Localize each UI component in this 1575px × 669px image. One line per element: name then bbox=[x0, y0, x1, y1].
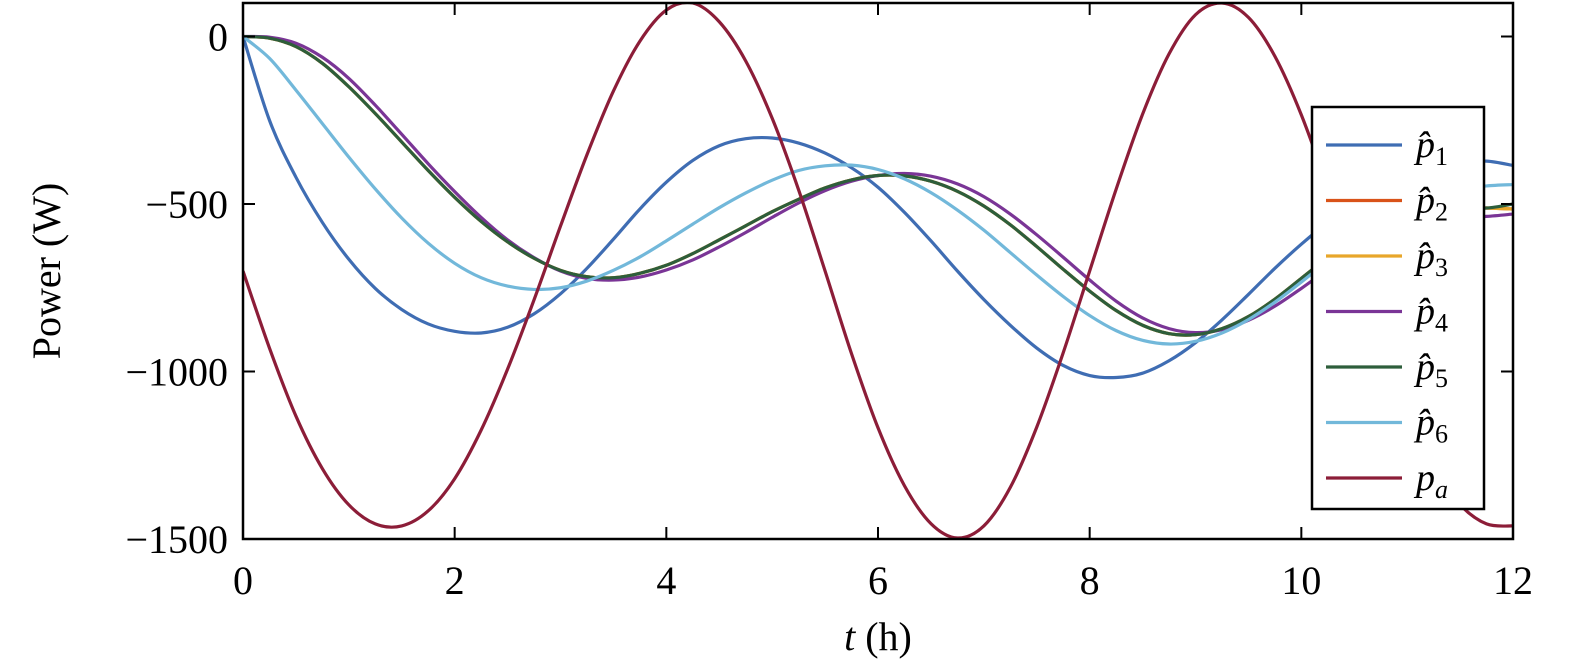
y-tick-label: −500 bbox=[145, 182, 228, 227]
legend-item: p̂6 bbox=[1326, 402, 1448, 449]
legend-label: pa bbox=[1413, 457, 1448, 504]
x-tick-label: 6 bbox=[868, 558, 888, 603]
x-tick-label: 12 bbox=[1493, 558, 1533, 603]
series-line-p-hat-6 bbox=[243, 35, 1513, 346]
y-tick-label: 0 bbox=[208, 15, 228, 60]
y-tick-label: −1500 bbox=[125, 517, 228, 562]
legend-item: pa bbox=[1326, 457, 1448, 504]
x-tick-label: 2 bbox=[445, 558, 465, 603]
legend-box bbox=[1310, 105, 1486, 511]
series-layer bbox=[243, 3, 1513, 539]
legend-item: p̂1 bbox=[1326, 124, 1448, 171]
x-axis-label: t (h) bbox=[844, 614, 912, 659]
legend-item: p̂2 bbox=[1326, 180, 1448, 227]
y-tick-label: −1000 bbox=[125, 350, 228, 395]
series-line-p-a bbox=[243, 3, 1513, 539]
legend-label: p̂2 bbox=[1413, 180, 1448, 227]
ticks-layer: 0 2 4 6 8 10 12 0 −500 −1000 −1500 bbox=[125, 3, 1533, 603]
legend-item: p̂4 bbox=[1326, 291, 1448, 338]
legend-label: p̂1 bbox=[1413, 124, 1448, 171]
series-line-p-hat-5 bbox=[243, 34, 1513, 337]
y-axis-label: Power (W) bbox=[24, 183, 69, 360]
legend-label: p̂3 bbox=[1413, 235, 1448, 282]
legend-label: p̂5 bbox=[1413, 346, 1448, 393]
x-tick-label: 10 bbox=[1281, 558, 1321, 603]
legend-label: p̂4 bbox=[1413, 291, 1448, 338]
legend-label: p̂6 bbox=[1413, 402, 1448, 449]
legend-item: p̂5 bbox=[1326, 346, 1448, 393]
x-tick-label: 8 bbox=[1080, 558, 1100, 603]
x-tick-label: 0 bbox=[233, 558, 253, 603]
series-line-p-hat-1 bbox=[243, 36, 1513, 380]
x-tick-label: 4 bbox=[656, 558, 676, 603]
legend: p̂1 p̂2 p̂3 p̂4 p̂5 p̂6 pa bbox=[1310, 105, 1486, 511]
legend-item: p̂3 bbox=[1326, 235, 1448, 282]
